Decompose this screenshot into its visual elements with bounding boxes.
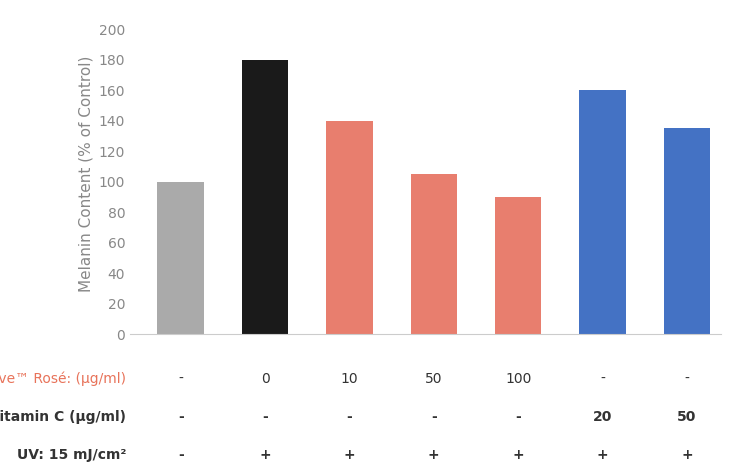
Text: 100: 100 [505,372,531,386]
Bar [580,91,626,334]
Text: UV: 15 mJ/cm²: UV: 15 mJ/cm² [17,448,126,462]
Text: -: - [600,372,605,386]
Text: 50: 50 [425,372,443,386]
Text: Vitamin C (μg/ml): Vitamin C (μg/ml) [0,410,126,424]
Text: -: - [516,410,521,424]
Bar [411,174,457,334]
Text: -: - [178,372,183,386]
Text: 0: 0 [261,372,270,386]
Text: ProActive™ Rosé: (μg/ml): ProActive™ Rosé: (μg/ml) [0,372,126,386]
Text: +: + [428,448,440,462]
Text: -: - [178,448,184,462]
Bar [495,197,542,334]
Text: +: + [259,448,271,462]
Text: 10: 10 [340,372,358,386]
Text: -: - [684,372,690,386]
Bar [326,121,373,334]
Text: -: - [431,410,437,424]
Text: -: - [346,410,352,424]
Bar [158,182,204,334]
Bar [663,128,710,334]
Text: +: + [597,448,609,462]
Bar [241,60,288,334]
Text: +: + [681,448,692,462]
Text: -: - [178,410,184,424]
Text: -: - [262,410,268,424]
Text: 50: 50 [678,410,697,424]
Y-axis label: Melanin Content (% of Control): Melanin Content (% of Control) [78,56,93,292]
Text: +: + [343,448,355,462]
Text: +: + [513,448,524,462]
Text: 20: 20 [593,410,612,424]
